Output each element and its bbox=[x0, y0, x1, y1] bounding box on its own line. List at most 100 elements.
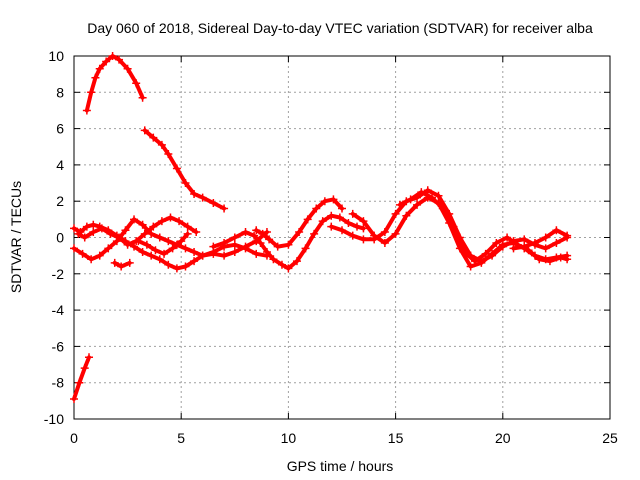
data-point bbox=[157, 140, 166, 149]
data-point bbox=[183, 229, 192, 238]
y-tick-label: -2 bbox=[52, 266, 65, 282]
data-point bbox=[466, 262, 475, 271]
y-axis-label: SDTVAR / TECUs bbox=[8, 181, 24, 293]
data-point bbox=[151, 246, 160, 255]
data-point bbox=[295, 228, 304, 237]
data-point bbox=[391, 209, 400, 218]
data-point bbox=[556, 253, 565, 262]
series-line bbox=[142, 128, 227, 211]
data-point bbox=[230, 240, 239, 249]
data-point bbox=[438, 204, 447, 213]
data-point bbox=[149, 222, 158, 231]
data-point bbox=[110, 258, 119, 267]
data-point bbox=[250, 231, 259, 240]
data-point bbox=[520, 242, 529, 251]
series-arc-g bbox=[252, 195, 346, 251]
data-point bbox=[301, 244, 310, 253]
data-point bbox=[82, 106, 91, 115]
data-point bbox=[115, 233, 124, 242]
data-point bbox=[524, 246, 533, 255]
data-point bbox=[192, 228, 201, 237]
data-point bbox=[80, 233, 89, 242]
data-point bbox=[125, 258, 134, 267]
data-point bbox=[89, 220, 98, 229]
data-point bbox=[130, 215, 139, 224]
data-point bbox=[91, 73, 100, 82]
data-point bbox=[391, 229, 400, 238]
data-point bbox=[164, 260, 173, 269]
data-point bbox=[230, 248, 239, 257]
y-tick-label: -8 bbox=[52, 375, 65, 391]
data-point bbox=[106, 229, 115, 238]
data-point bbox=[258, 229, 267, 238]
data-point bbox=[70, 224, 78, 233]
data-point bbox=[338, 226, 346, 235]
data-point bbox=[102, 57, 111, 66]
data-series bbox=[70, 52, 572, 404]
data-point bbox=[348, 209, 357, 218]
data-point bbox=[541, 233, 550, 242]
x-tick-label: 25 bbox=[602, 430, 618, 446]
data-point bbox=[190, 248, 199, 257]
data-point bbox=[175, 217, 184, 226]
data-point bbox=[563, 231, 572, 240]
data-point bbox=[87, 88, 96, 97]
data-point bbox=[477, 258, 486, 267]
data-point bbox=[460, 248, 469, 257]
series-arc-low bbox=[70, 353, 94, 404]
data-point bbox=[181, 179, 190, 188]
data-point bbox=[318, 217, 327, 226]
data-point bbox=[380, 238, 389, 247]
data-point bbox=[172, 264, 181, 273]
data-point bbox=[74, 229, 83, 238]
data-point bbox=[498, 240, 507, 249]
data-point bbox=[303, 215, 312, 224]
data-point bbox=[166, 213, 175, 222]
data-point bbox=[220, 204, 229, 213]
x-tick-label: 20 bbox=[495, 430, 511, 446]
data-point bbox=[138, 248, 147, 257]
data-point bbox=[115, 55, 124, 64]
data-point bbox=[164, 237, 173, 246]
x-tick-label: 10 bbox=[281, 430, 297, 446]
data-point bbox=[344, 218, 353, 227]
data-point bbox=[155, 255, 164, 264]
data-point bbox=[138, 93, 147, 102]
data-point bbox=[168, 244, 177, 253]
data-point bbox=[230, 233, 239, 242]
data-point bbox=[140, 126, 149, 135]
data-point bbox=[190, 257, 199, 266]
data-point bbox=[292, 257, 301, 266]
data-point bbox=[108, 52, 117, 60]
data-point bbox=[198, 251, 207, 260]
chart-title: Day 060 of 2018, Sidereal Day-to-day VTE… bbox=[87, 20, 593, 36]
data-point bbox=[481, 249, 490, 258]
data-point bbox=[413, 200, 422, 209]
data-point bbox=[70, 244, 78, 253]
data-point bbox=[95, 64, 104, 73]
y-tick-label: 4 bbox=[56, 157, 64, 173]
data-point bbox=[520, 235, 529, 244]
data-point bbox=[312, 204, 321, 213]
data-point bbox=[89, 228, 98, 237]
series-arc-d bbox=[134, 229, 192, 258]
data-point bbox=[320, 197, 329, 206]
data-point bbox=[262, 248, 271, 257]
data-point bbox=[256, 238, 265, 247]
data-point bbox=[164, 150, 173, 159]
data-point bbox=[181, 262, 190, 271]
data-point bbox=[329, 195, 338, 204]
data-point bbox=[87, 255, 96, 264]
data-point bbox=[78, 249, 87, 258]
series-line bbox=[72, 355, 91, 401]
data-point bbox=[140, 229, 149, 238]
data-point bbox=[402, 211, 411, 220]
data-point bbox=[269, 255, 278, 264]
data-point bbox=[138, 220, 147, 229]
data-point bbox=[183, 222, 192, 231]
data-point bbox=[492, 238, 501, 247]
data-point bbox=[220, 238, 229, 247]
data-point bbox=[149, 133, 158, 142]
y-tick-label: 6 bbox=[56, 121, 64, 137]
data-point bbox=[310, 229, 319, 238]
